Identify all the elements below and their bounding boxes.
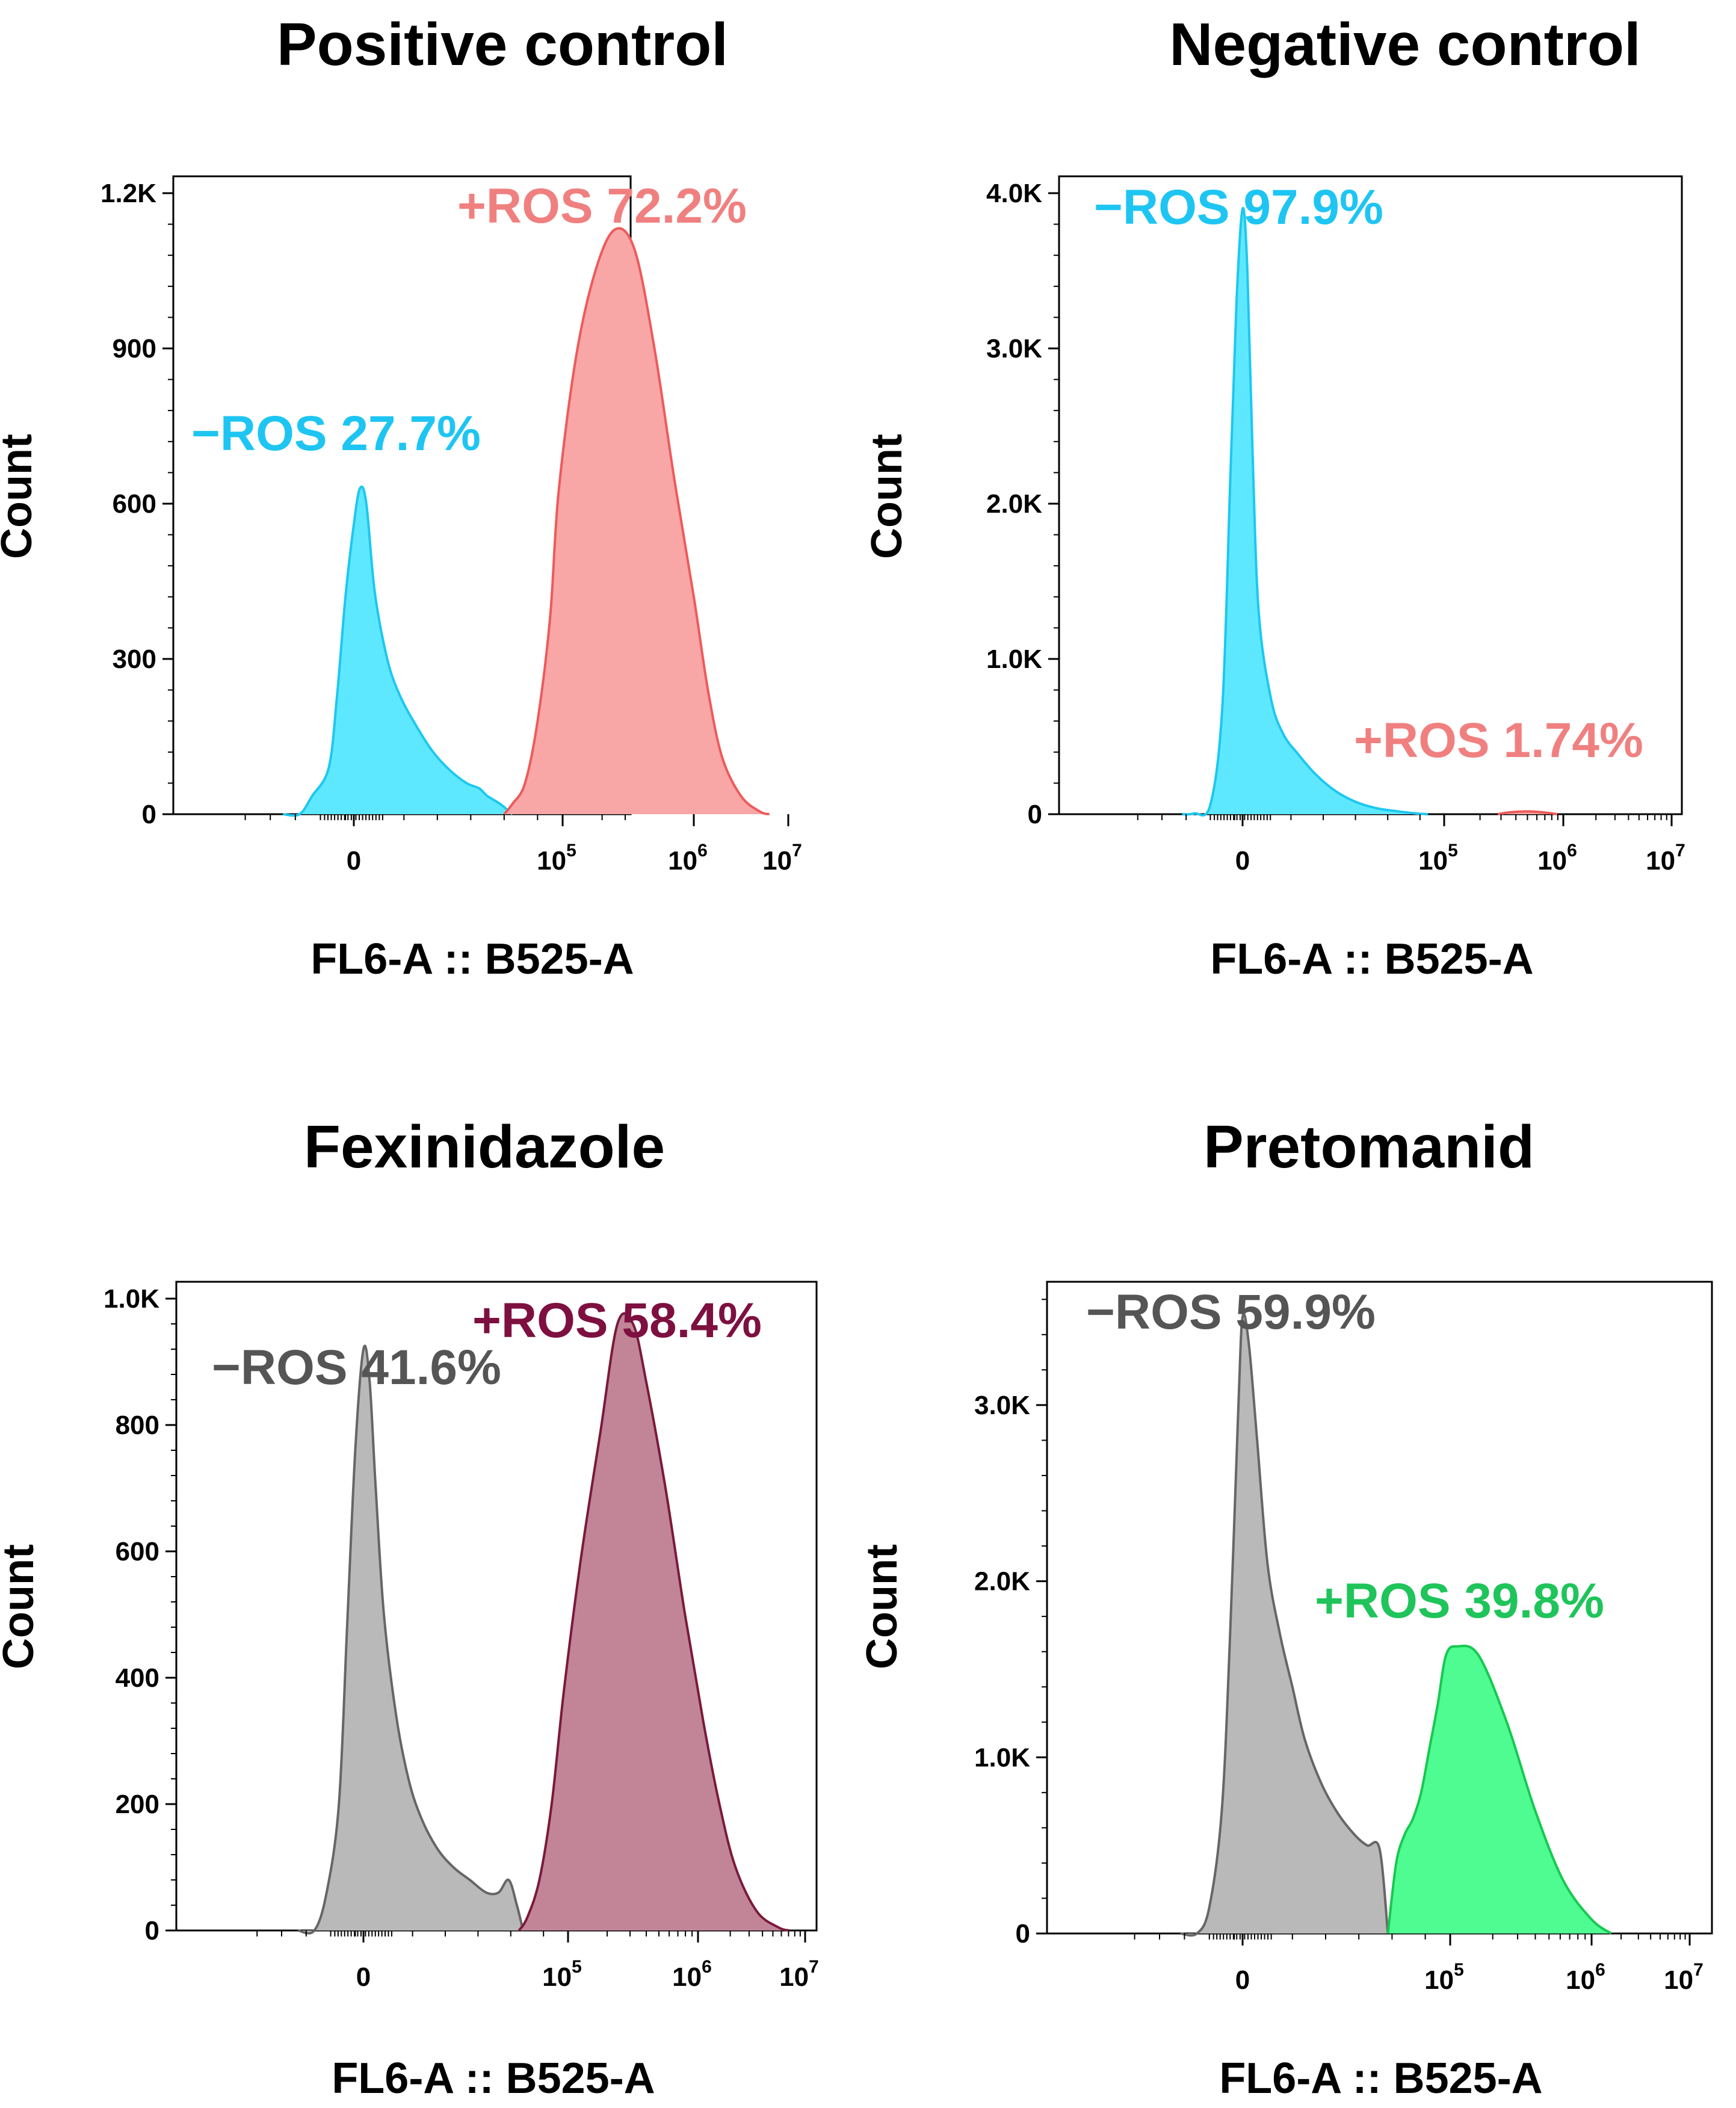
y-tick-label: 300 xyxy=(113,644,156,674)
x-axis-label: FL6-A :: B525-A xyxy=(332,2054,655,2103)
y-axis-label: Count xyxy=(858,1544,906,1669)
series-line-neg-ros xyxy=(1180,1312,1389,1937)
y-tick-label: 0 xyxy=(145,1916,159,1946)
y-tick-label: 400 xyxy=(116,1663,159,1693)
histogram-panel-2: Negative control 0 1.0K 2.0K 3.0K 4.0K 0 105 106… xyxy=(863,11,1685,983)
y-axis-label: Count xyxy=(863,434,911,559)
gate-label-pos-ros: +ROS 72.2% xyxy=(457,179,747,233)
x-tick-label: 106 xyxy=(668,841,708,876)
series-line-pos-ros xyxy=(517,1312,789,1932)
gate-label-neg-ros: −ROS 41.6% xyxy=(212,1340,501,1395)
series-line-neg-ros xyxy=(282,485,513,817)
x-tick-label: 0 xyxy=(356,1962,371,1992)
y-tick-label: 4.0K xyxy=(986,179,1042,208)
panel-title: Positive control xyxy=(277,11,728,78)
y-tick-label: 1.0K xyxy=(974,1743,1030,1772)
y-tick-label: 800 xyxy=(116,1411,159,1440)
series-line-pos-ros xyxy=(503,227,770,815)
x-tick-exponent: 7 xyxy=(792,841,802,861)
histogram-panel-3: Fexinidazole 0 200 400 600 800 1.0K 0 105 106 107 F… xyxy=(0,1113,819,2103)
x-axis-label: FL6-A :: B525-A xyxy=(1219,2054,1542,2103)
series-area-pos-ros xyxy=(519,1313,789,1930)
series-line-pos-ros xyxy=(1386,1645,1612,1935)
histogram-panel-1: Positive control 0 300 600 900 1.2K 0 105 106 107… xyxy=(0,11,802,983)
y-tick-label: 2.0K xyxy=(986,489,1042,519)
y-tick-label: 0 xyxy=(142,800,156,829)
x-tick-exponent: 5 xyxy=(1448,841,1458,861)
x-tick-label: 0 xyxy=(1235,846,1250,876)
panel-title: Negative control xyxy=(1169,11,1641,78)
x-tick-exponent: 5 xyxy=(566,841,576,861)
series-area-neg-ros xyxy=(1180,1314,1388,1936)
series-line-pos-ros xyxy=(1497,810,1558,815)
series-area-neg-ros xyxy=(283,486,513,816)
x-tick-exponent: 5 xyxy=(572,1957,582,1977)
gate-label-neg-ros: −ROS 27.7% xyxy=(191,406,481,461)
series-line-neg-ros xyxy=(297,1344,525,1935)
x-axis-label: FL6-A :: B525-A xyxy=(1210,935,1533,983)
y-axis-label: Count xyxy=(0,434,41,559)
x-tick-label: 0 xyxy=(347,846,361,876)
panel-title: Fexinidazole xyxy=(304,1113,665,1181)
x-tick-exponent: 5 xyxy=(1454,1960,1464,1980)
series-area-pos-ros xyxy=(504,228,770,814)
x-tick-label: 105 xyxy=(1424,1960,1464,1995)
y-tick-label: 600 xyxy=(113,489,156,519)
x-tick-label: 107 xyxy=(1664,1960,1704,1995)
y-tick-label: 1.2K xyxy=(100,179,156,208)
y-axis-label: Count xyxy=(0,1544,43,1669)
x-tick-label: 106 xyxy=(1566,1960,1605,1995)
x-tick-label: 105 xyxy=(537,841,576,876)
x-tick-label: 107 xyxy=(779,1957,819,1992)
series-area-pos-ros xyxy=(1388,1646,1611,1933)
gate-label-pos-ros: +ROS 1.74% xyxy=(1354,713,1643,768)
y-tick-label: 900 xyxy=(113,334,156,363)
histogram-panel-4: Pretomanid 0 1.0K 2.0K 3.0K 0 105 106 107 FL6-A :… xyxy=(858,1113,1713,2103)
y-tick-label: 2.0K xyxy=(974,1567,1030,1596)
x-tick-exponent: 6 xyxy=(1595,1960,1605,1980)
y-tick-label: 0 xyxy=(1016,1919,1030,1949)
x-tick-label: 106 xyxy=(672,1957,712,1992)
x-tick-label: 105 xyxy=(1418,841,1458,876)
y-tick-label: 1.0K xyxy=(986,644,1042,674)
series-line-neg-ros xyxy=(1182,206,1429,817)
gate-label-pos-ros: +ROS 39.8% xyxy=(1315,1574,1604,1628)
gate-label-neg-ros: −ROS 97.9% xyxy=(1094,180,1383,235)
x-tick-exponent: 6 xyxy=(702,1957,712,1977)
series-area-neg-ros xyxy=(298,1346,524,1933)
y-tick-label: 600 xyxy=(116,1537,159,1566)
x-tick-exponent: 7 xyxy=(809,1957,819,1977)
x-tick-label: 107 xyxy=(762,841,802,876)
gate-label-neg-ros: −ROS 59.9% xyxy=(1086,1285,1376,1340)
x-tick-exponent: 6 xyxy=(697,841,708,861)
x-tick-label: 107 xyxy=(1646,841,1685,876)
panel-title: Pretomanid xyxy=(1203,1113,1534,1181)
x-tick-label: 106 xyxy=(1537,841,1577,876)
y-tick-label: 1.0K xyxy=(103,1284,159,1314)
y-tick-label: 200 xyxy=(116,1790,159,1819)
y-tick-label: 0 xyxy=(1028,800,1042,829)
x-tick-label: 0 xyxy=(1235,1965,1250,1995)
x-axis-label: FL6-A :: B525-A xyxy=(310,935,634,983)
x-tick-label: 105 xyxy=(542,1957,582,1992)
gate-label-pos-ros: +ROS 58.4% xyxy=(472,1293,762,1348)
y-tick-label: 3.0K xyxy=(986,334,1042,363)
y-tick-label: 3.0K xyxy=(974,1391,1030,1420)
x-tick-exponent: 7 xyxy=(1693,1960,1704,1980)
series-area-neg-ros xyxy=(1182,208,1429,815)
x-tick-exponent: 7 xyxy=(1675,841,1685,861)
x-tick-exponent: 6 xyxy=(1567,841,1577,861)
